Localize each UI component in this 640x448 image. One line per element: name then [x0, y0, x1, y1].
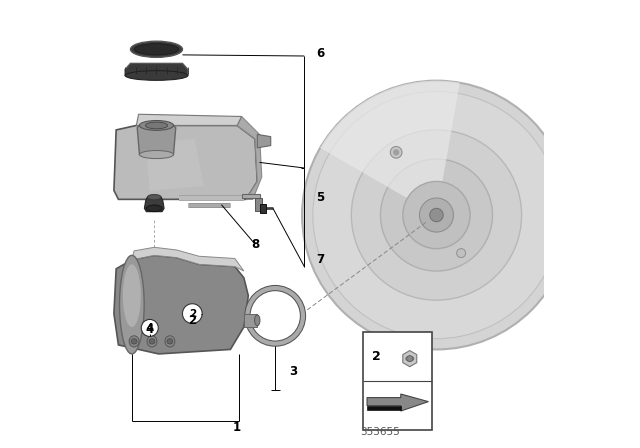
Text: 2: 2: [189, 309, 196, 319]
Text: 8: 8: [251, 237, 259, 251]
Circle shape: [430, 208, 444, 222]
Polygon shape: [241, 194, 260, 202]
Polygon shape: [367, 394, 428, 411]
Polygon shape: [136, 114, 241, 125]
Polygon shape: [255, 198, 262, 211]
Text: 1: 1: [233, 421, 241, 435]
FancyBboxPatch shape: [362, 332, 432, 430]
Ellipse shape: [147, 336, 157, 347]
Circle shape: [182, 304, 202, 323]
Polygon shape: [145, 139, 204, 190]
Polygon shape: [132, 247, 244, 271]
Circle shape: [351, 130, 522, 300]
Polygon shape: [137, 125, 176, 155]
Text: 2: 2: [371, 349, 380, 363]
Text: 4: 4: [146, 323, 154, 336]
Circle shape: [393, 149, 399, 155]
Polygon shape: [367, 406, 401, 410]
Ellipse shape: [167, 339, 173, 344]
Polygon shape: [114, 255, 248, 354]
Polygon shape: [114, 125, 257, 199]
Ellipse shape: [147, 194, 161, 200]
Ellipse shape: [120, 255, 144, 354]
Circle shape: [403, 181, 470, 249]
Ellipse shape: [255, 315, 260, 326]
Polygon shape: [244, 314, 257, 327]
Polygon shape: [237, 116, 262, 199]
Ellipse shape: [147, 205, 162, 212]
Circle shape: [141, 319, 158, 336]
Circle shape: [390, 146, 402, 158]
Circle shape: [313, 91, 560, 339]
Ellipse shape: [125, 71, 188, 80]
Ellipse shape: [134, 43, 179, 55]
Ellipse shape: [129, 336, 139, 347]
Ellipse shape: [123, 264, 141, 327]
Polygon shape: [260, 204, 266, 213]
Ellipse shape: [149, 339, 155, 344]
Text: 353655: 353655: [360, 427, 401, 437]
Circle shape: [406, 356, 413, 362]
Ellipse shape: [131, 339, 137, 344]
Circle shape: [456, 249, 466, 258]
Ellipse shape: [145, 122, 168, 129]
Ellipse shape: [165, 336, 175, 347]
Polygon shape: [257, 134, 271, 148]
Text: 6: 6: [316, 47, 324, 60]
Circle shape: [380, 159, 493, 271]
Ellipse shape: [131, 41, 182, 57]
Circle shape: [302, 81, 571, 349]
Text: 5: 5: [316, 190, 324, 204]
Text: 7: 7: [316, 253, 324, 267]
Ellipse shape: [406, 356, 414, 361]
Text: 4: 4: [147, 323, 153, 333]
Polygon shape: [125, 64, 188, 75]
Ellipse shape: [140, 151, 173, 159]
Text: 2: 2: [188, 314, 196, 327]
Polygon shape: [145, 197, 164, 211]
Polygon shape: [403, 350, 417, 366]
Ellipse shape: [140, 121, 173, 130]
Circle shape: [419, 198, 454, 232]
Wedge shape: [320, 81, 460, 215]
Text: 3: 3: [289, 365, 297, 379]
